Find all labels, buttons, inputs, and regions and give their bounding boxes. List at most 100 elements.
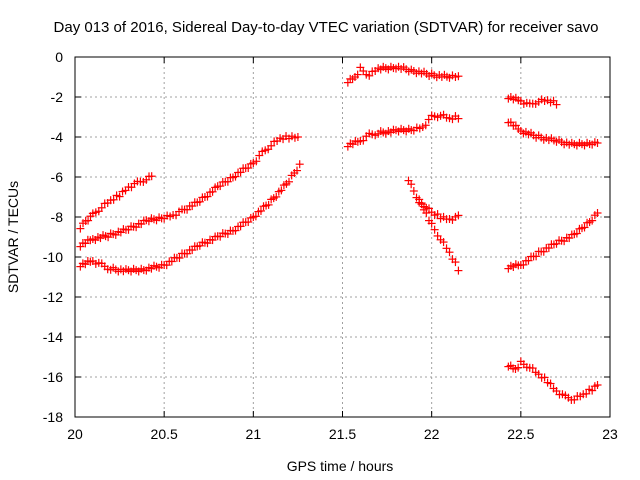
data-point [244, 164, 253, 173]
data-point [285, 177, 293, 186]
data-point [216, 182, 225, 191]
x-tick-label: 21 [246, 426, 262, 442]
x-tick-label: 20.5 [151, 426, 178, 442]
data-point [231, 172, 240, 181]
data-point [195, 197, 204, 206]
data-point [430, 225, 439, 234]
series-s6 [404, 176, 463, 224]
data-point [593, 381, 602, 389]
data-point [540, 373, 549, 382]
x-tick-label: 21.5 [329, 426, 356, 442]
x-tick-label: 20 [67, 426, 83, 442]
data-point [203, 192, 212, 201]
plot-frame [74, 56, 611, 418]
data-point [365, 71, 374, 80]
data-point [454, 266, 463, 275]
data-point [421, 121, 430, 130]
data-point [427, 219, 436, 228]
data-point [293, 133, 302, 141]
data-point [252, 157, 261, 166]
data-point [359, 136, 368, 145]
data-point [422, 209, 431, 217]
y-tick-label: -12 [43, 289, 63, 305]
data-point [514, 363, 523, 372]
data-point [409, 187, 418, 195]
y-axis-label: SDTVAR / TECUs [5, 181, 21, 293]
y-tick-label: -2 [51, 89, 64, 105]
series-s1 [76, 172, 156, 233]
data-point [255, 151, 264, 160]
data-point [147, 172, 156, 181]
data-point [223, 177, 232, 186]
data-point [580, 223, 589, 232]
y-tick-label: -18 [43, 409, 63, 425]
data-point [417, 200, 426, 209]
chart-title: Day 013 of 2016, Sidereal Day-to-day VTE… [54, 19, 599, 36]
y-tick-label: -4 [51, 129, 64, 145]
data-point [277, 186, 286, 195]
data-points [76, 62, 602, 404]
data-point [528, 364, 537, 373]
data-point [407, 180, 416, 189]
data-point [546, 379, 555, 388]
data-point [433, 210, 442, 219]
x-tick-label: 23 [602, 426, 618, 442]
data-point [552, 100, 561, 109]
data-point [445, 248, 454, 257]
y-tick-label: 0 [55, 49, 63, 65]
data-point [115, 192, 124, 201]
data-point [109, 195, 118, 204]
series-s10 [504, 209, 602, 273]
data-point [97, 203, 106, 212]
data-point [454, 72, 463, 81]
series-s8 [504, 93, 561, 109]
data-point [251, 212, 260, 221]
data-point [236, 222, 245, 231]
data-point [454, 114, 463, 123]
data-point [439, 238, 448, 247]
data-point [231, 226, 240, 235]
data-point [267, 141, 276, 150]
x-tick-label: 22 [424, 426, 440, 442]
data-point [593, 209, 602, 217]
data-point [519, 260, 528, 269]
series-s9 [504, 118, 602, 150]
series-s7 [415, 198, 463, 275]
data-point [572, 229, 581, 238]
data-point [244, 218, 253, 227]
grid [75, 57, 610, 417]
series-s2 [76, 132, 302, 251]
data-point [451, 258, 460, 267]
y-tick-label: -14 [43, 329, 63, 345]
axis-ticks: 20 20.5 21 21.5 22 22.5 23 0 -2 -4 -6 -8 -10 -12 -14 -1… [43, 49, 618, 442]
data-point [524, 256, 533, 265]
y-tick-label: -16 [43, 369, 63, 385]
data-point [208, 187, 217, 196]
series-s4 [343, 62, 463, 87]
data-point [424, 115, 433, 124]
y-tick-label: -6 [51, 169, 64, 185]
data-point [84, 216, 93, 225]
data-point [582, 389, 591, 398]
x-axis-label: GPS time / hours [287, 458, 394, 474]
series-s11 [504, 357, 602, 404]
data-point [272, 192, 281, 201]
data-point [588, 216, 597, 225]
data-point [175, 254, 184, 263]
data-point [588, 386, 597, 395]
y-tick-label: -8 [51, 209, 64, 225]
x-tick-label: 22.5 [507, 426, 534, 442]
series-s5 [343, 110, 463, 151]
data-point [264, 200, 273, 209]
data-point [256, 206, 265, 215]
data-point [236, 168, 245, 177]
data-point [454, 211, 463, 220]
data-point [293, 166, 302, 175]
data-point [593, 139, 602, 147]
data-point [76, 224, 85, 233]
data-point [353, 70, 362, 79]
y-tick-label: -10 [43, 249, 63, 265]
data-point [295, 160, 304, 169]
data-point [532, 252, 541, 261]
